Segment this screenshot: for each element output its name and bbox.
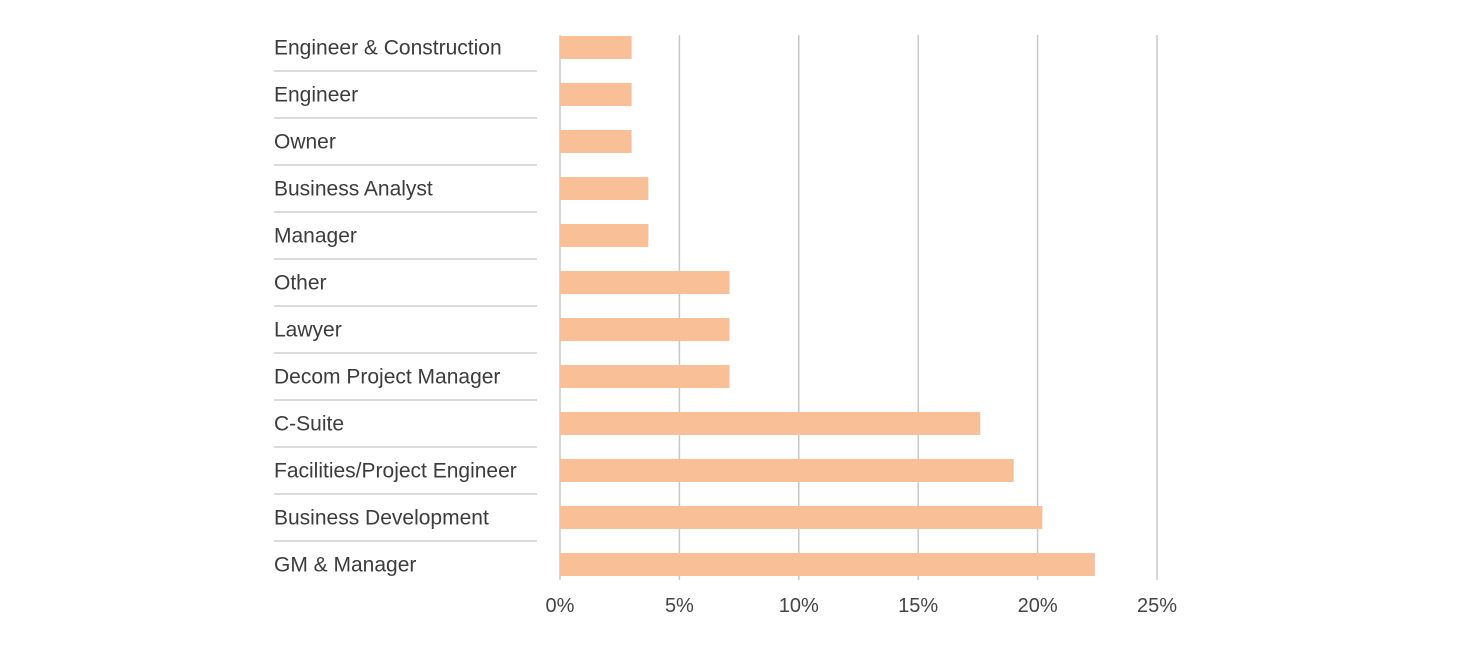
bar-0: [560, 36, 632, 59]
category-label-9: Facilities/Project Engineer: [274, 460, 517, 483]
category-label-11: GM & Manager: [274, 554, 416, 577]
x-tick-label-2: 10%: [779, 595, 819, 617]
category-labels: Engineer & Construction Engineer Owner Busi…: [274, 37, 517, 577]
category-label-2: Owner: [274, 131, 336, 154]
x-tick-label-0: 0%: [546, 595, 575, 617]
bar-7: [560, 365, 730, 388]
category-label-7: Decom Project Manager: [274, 366, 500, 389]
x-tick-label-5: 25%: [1137, 595, 1177, 617]
bar-8: [560, 412, 981, 435]
bars: [560, 36, 1095, 576]
bar-10: [560, 506, 1043, 529]
bar-1: [560, 83, 632, 106]
category-label-6: Lawyer: [274, 319, 342, 342]
bar-5: [560, 271, 730, 294]
x-tick-label-4: 20%: [1018, 595, 1058, 617]
category-separators: [274, 70, 537, 542]
category-label-0: Engineer & Construction: [274, 37, 502, 60]
bar-9: [560, 459, 1014, 482]
category-label-5: Other: [274, 272, 327, 295]
bar-11: [560, 553, 1095, 576]
bar-2: [560, 130, 632, 153]
x-axis-tick-labels: 0% 5% 10% 15% 20% 25%: [546, 595, 1178, 617]
bar-4: [560, 224, 649, 247]
gridlines: [559, 35, 1158, 580]
category-label-8: C-Suite: [274, 413, 344, 436]
bar-3: [560, 177, 649, 200]
category-label-4: Manager: [274, 225, 357, 248]
x-tick-label-1: 5%: [665, 595, 694, 617]
category-label-3: Business Analyst: [274, 178, 433, 201]
x-tick-label-3: 15%: [898, 595, 938, 617]
category-label-1: Engineer: [274, 84, 358, 107]
bar-6: [560, 318, 730, 341]
category-label-10: Business Development: [274, 507, 489, 530]
